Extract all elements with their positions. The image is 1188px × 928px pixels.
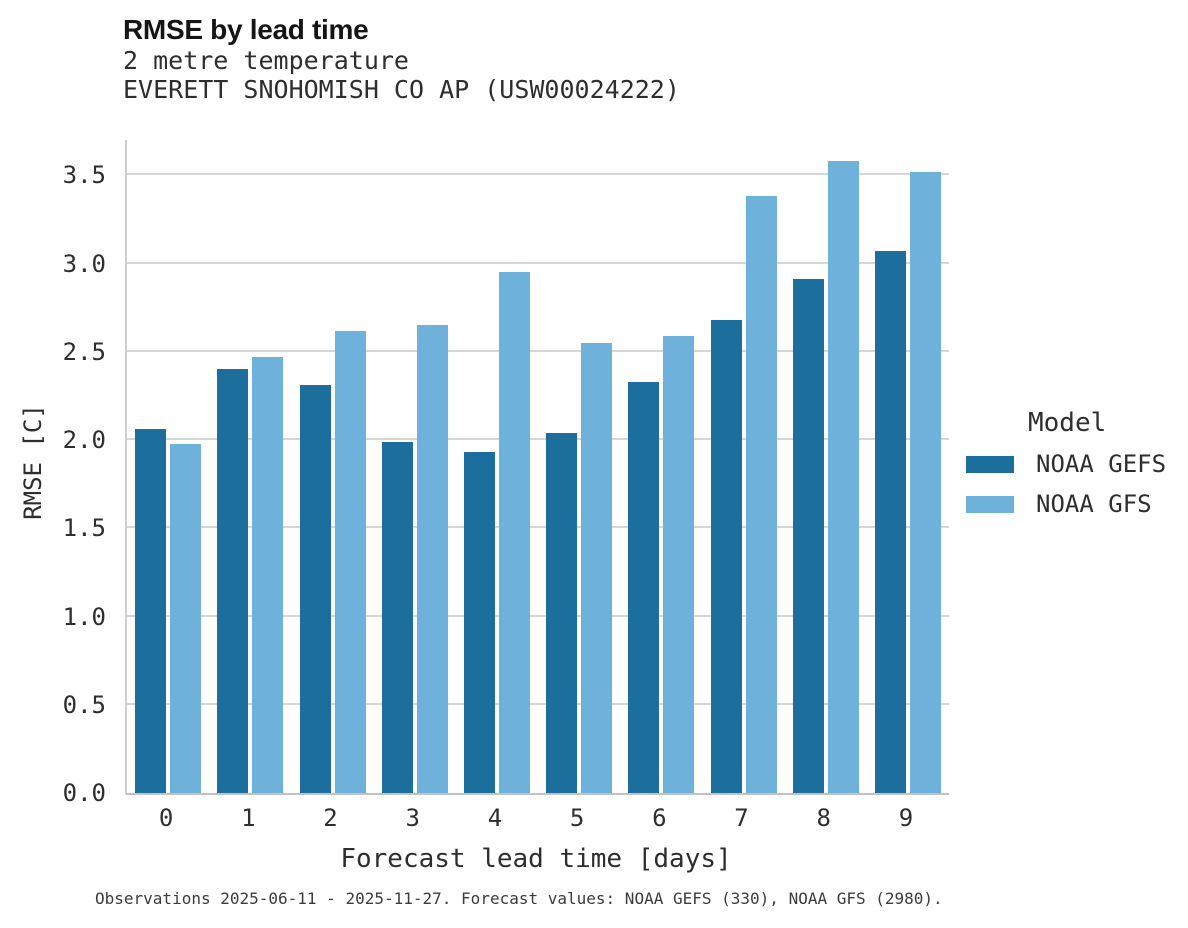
bar-group-day-8 bbox=[785, 140, 867, 793]
y-tick-label-0.0: 0.0 bbox=[62, 779, 106, 807]
y-tick-label-2.0: 2.0 bbox=[62, 426, 106, 455]
bar-noaa-gefs-day-3 bbox=[381, 441, 413, 793]
y-tick-label-1.0: 1.0 bbox=[62, 602, 106, 631]
bar-group-day-9 bbox=[867, 140, 949, 793]
legend-swatch-noaa-gfs bbox=[966, 495, 1014, 513]
bar-noaa-gfs-day-1 bbox=[252, 357, 284, 793]
gridline-y-3.5 bbox=[127, 173, 949, 176]
x-tick-label-5: 5 bbox=[569, 804, 585, 832]
y-tick-label-0.5: 0.5 bbox=[62, 690, 106, 719]
bar-group-day-2 bbox=[291, 140, 373, 793]
bar-noaa-gefs-day-8 bbox=[792, 279, 824, 793]
bar-noaa-gefs-day-7 bbox=[710, 320, 742, 793]
legend-title: Model bbox=[1028, 408, 1107, 438]
legend-label-noaa-gfs: NOAA GFS bbox=[1036, 490, 1152, 518]
bar-group-day-4 bbox=[456, 140, 538, 793]
x-tick-label-4: 4 bbox=[487, 804, 503, 832]
bar-group-day-1 bbox=[209, 140, 291, 793]
y-tick-label-3.5: 3.5 bbox=[62, 161, 106, 190]
legend-item-noaa-gfs: NOAA GFS bbox=[966, 490, 1188, 518]
legend-label-noaa-gefs: NOAA GEFS bbox=[1036, 450, 1167, 478]
chart-caption: Observations 2025-06-11 - 2025-11-27. Fo… bbox=[95, 889, 943, 908]
bar-series bbox=[127, 140, 949, 793]
bar-noaa-gefs-day-0 bbox=[135, 429, 167, 793]
bar-noaa-gfs-day-2 bbox=[334, 330, 366, 793]
gridline-y-1.0 bbox=[127, 614, 949, 617]
legend-item-noaa-gefs: NOAA GEFS bbox=[966, 450, 1188, 478]
gridline-y-2.0 bbox=[127, 438, 949, 441]
x-tick-label-6: 6 bbox=[652, 804, 667, 832]
bar-group-day-3 bbox=[374, 140, 456, 793]
chart-header: RMSE by lead time 2 metre temperature EV… bbox=[123, 14, 680, 104]
bar-noaa-gefs-day-2 bbox=[299, 385, 331, 793]
bar-noaa-gfs-day-9 bbox=[909, 171, 941, 793]
chart-title: RMSE by lead time bbox=[123, 14, 369, 45]
bar-noaa-gfs-day-5 bbox=[581, 342, 613, 793]
plot-area bbox=[125, 140, 949, 795]
chart-subtitle-station: EVERETT SNOHOMISH CO AP (USW00024222) bbox=[123, 75, 680, 104]
y-axis-tick-labels: 0.0 0.5 1.0 1.5 2.0 2.5 3.0 3.5 bbox=[0, 140, 106, 805]
bar-group-day-6 bbox=[620, 140, 702, 793]
gridline-y-1.5 bbox=[127, 526, 949, 529]
legend: Model NOAA GEFS NOAA GFS bbox=[966, 408, 1188, 518]
bar-noaa-gefs-day-9 bbox=[874, 251, 906, 793]
x-tick-label-7: 7 bbox=[734, 804, 749, 832]
x-axis-label: Forecast lead time [days] bbox=[340, 844, 732, 874]
y-tick-label-1.5: 1.5 bbox=[62, 514, 106, 543]
bar-noaa-gfs-day-7 bbox=[745, 196, 777, 793]
chart-subtitle-variable: 2 metre temperature bbox=[123, 46, 409, 75]
bar-noaa-gfs-day-6 bbox=[663, 335, 695, 793]
x-tick-label-9: 9 bbox=[898, 804, 914, 832]
gridline-y-0.5 bbox=[127, 702, 949, 705]
x-tick-label-8: 8 bbox=[816, 804, 831, 832]
bar-noaa-gfs-day-8 bbox=[827, 161, 859, 793]
bar-group-day-0 bbox=[127, 140, 209, 793]
x-axis-tick-labels: 0 1 2 3 4 5 6 7 8 9 bbox=[125, 804, 947, 832]
x-tick-label-1: 1 bbox=[241, 804, 256, 832]
y-axis-label: RMSE [C] bbox=[19, 404, 47, 520]
y-tick-label-3.0: 3.0 bbox=[62, 249, 106, 278]
gridline-y-2.5 bbox=[127, 349, 949, 352]
gridline-y-3.0 bbox=[127, 261, 949, 264]
bar-group-day-7 bbox=[702, 140, 784, 793]
bar-noaa-gefs-day-4 bbox=[463, 452, 495, 793]
x-tick-label-3: 3 bbox=[405, 804, 420, 832]
bar-noaa-gfs-day-4 bbox=[498, 272, 530, 793]
y-tick-label-2.5: 2.5 bbox=[62, 337, 106, 366]
x-tick-label-0: 0 bbox=[158, 804, 174, 832]
x-tick-label-2: 2 bbox=[323, 804, 338, 832]
bar-noaa-gefs-day-1 bbox=[217, 369, 249, 793]
legend-swatch-noaa-gefs bbox=[966, 455, 1014, 473]
bar-group-day-5 bbox=[538, 140, 620, 793]
bar-noaa-gefs-day-6 bbox=[628, 381, 660, 793]
bar-noaa-gfs-day-3 bbox=[416, 325, 448, 793]
bar-noaa-gefs-day-5 bbox=[546, 432, 578, 793]
bar-noaa-gfs-day-0 bbox=[170, 443, 202, 793]
